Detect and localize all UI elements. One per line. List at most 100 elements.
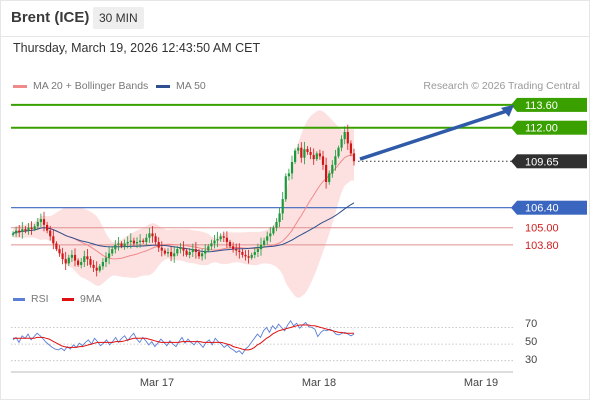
candle-body — [275, 222, 278, 228]
candle-body — [179, 247, 182, 250]
level-label-pointer-106.40 — [511, 200, 517, 215]
x-tick-label-mar19: Mar 19 — [464, 377, 498, 389]
candle-body — [15, 230, 18, 234]
candle-body — [36, 222, 39, 227]
candle-body — [216, 239, 219, 241]
bollinger-bands — [13, 110, 354, 299]
candle-body — [201, 253, 204, 257]
candle-body — [114, 244, 117, 250]
level-label-105.00: 105.00 — [525, 223, 559, 235]
candle-body — [33, 226, 36, 230]
candle-body — [241, 252, 244, 255]
candle-body — [210, 243, 213, 247]
ma20-swatch — [13, 84, 27, 88]
candle-body — [328, 173, 331, 182]
candle-body — [42, 219, 46, 225]
candle-body — [309, 152, 312, 155]
candle-body — [95, 267, 98, 271]
candle-body — [331, 164, 334, 174]
chart-header: Brent (ICE) 30 MIN — [0, 0, 590, 36]
legend-rsi: RSI — [13, 293, 49, 305]
candle-body — [290, 162, 294, 174]
candle-body — [312, 154, 315, 160]
level-label-113.60: 113.60 — [525, 100, 558, 112]
candle-body — [334, 156, 337, 165]
candle-body — [120, 243, 123, 247]
candle-body — [117, 243, 120, 245]
candle-body — [92, 264, 95, 268]
candle-body — [343, 132, 346, 140]
candle-body — [55, 243, 58, 250]
last-price-label-pointer — [511, 154, 517, 169]
candle-body — [18, 230, 21, 232]
candle-body — [352, 153, 356, 162]
ma50-legend-label: MA 50 — [176, 80, 206, 92]
candle-body — [145, 237, 148, 242]
candle-body — [170, 252, 173, 257]
forecast-arrow-head — [501, 104, 514, 117]
legend-9ma: 9MA — [62, 293, 102, 305]
candle-body — [253, 252, 256, 255]
candlesticks — [11, 124, 356, 277]
legend-ma20: MA 20 + Bollinger Bands — [13, 80, 148, 92]
ma9-legend-label: 9MA — [80, 293, 102, 305]
candle-body — [73, 254, 77, 261]
candle-body — [346, 132, 349, 144]
candle-body — [21, 229, 24, 232]
candle-body — [191, 249, 194, 252]
research-credit: Research © 2026 Trading Central — [423, 80, 580, 92]
candle-body — [154, 236, 157, 242]
candle-body — [259, 244, 263, 250]
candle-body — [27, 227, 30, 231]
rsi-tick-50: 50 — [525, 336, 537, 348]
candle-body — [64, 259, 67, 264]
candle-body — [151, 233, 154, 237]
candle-body — [349, 143, 352, 154]
candle-body — [188, 252, 191, 255]
candle-body — [247, 256, 250, 258]
candle-body — [89, 259, 92, 265]
level-label-pointer-112.00 — [511, 120, 517, 135]
legend-ma50: MA 50 — [156, 80, 206, 92]
candle-body — [111, 249, 114, 254]
level-label-103.80: 103.80 — [525, 240, 559, 252]
candle-body — [129, 240, 132, 242]
candle-body — [325, 164, 328, 182]
candle-body — [238, 250, 241, 252]
rsi-tick-labels: 70 50 30 — [525, 318, 537, 366]
candle-body — [306, 149, 309, 152]
candle-body — [148, 233, 151, 238]
candle-body — [135, 242, 139, 244]
ma20-legend-label: MA 20 + Bollinger Bands — [33, 80, 149, 92]
candle-body — [337, 147, 340, 157]
last-price-label-box — [517, 154, 587, 169]
candle-body — [77, 260, 80, 265]
timeframe-badge[interactable]: 30 MIN — [93, 7, 144, 29]
candle-body — [49, 230, 52, 237]
ma50-swatch — [156, 84, 170, 88]
candle-body — [256, 249, 259, 252]
rsi-line — [12, 319, 355, 355]
candle-body — [250, 254, 253, 258]
instrument-title: Brent (ICE) — [11, 9, 90, 26]
rsi-swatch — [13, 297, 25, 301]
candle-body — [263, 240, 266, 245]
candle-body — [86, 256, 89, 260]
candle-body — [46, 224, 49, 231]
candle-body — [204, 250, 207, 254]
level-label-106.40: 106.40 — [525, 203, 559, 215]
candle-body — [101, 262, 104, 267]
candle-body — [173, 253, 176, 257]
candle-body — [182, 247, 185, 251]
candle-body — [61, 253, 64, 260]
candle-body — [139, 240, 142, 242]
candle-body — [244, 254, 247, 257]
candle-body — [98, 266, 101, 271]
candle-body — [123, 243, 126, 247]
candle-body — [194, 249, 197, 252]
candle-body — [132, 240, 135, 244]
candle-body — [213, 240, 216, 244]
candle-body — [166, 252, 170, 254]
candle-body — [126, 242, 129, 244]
